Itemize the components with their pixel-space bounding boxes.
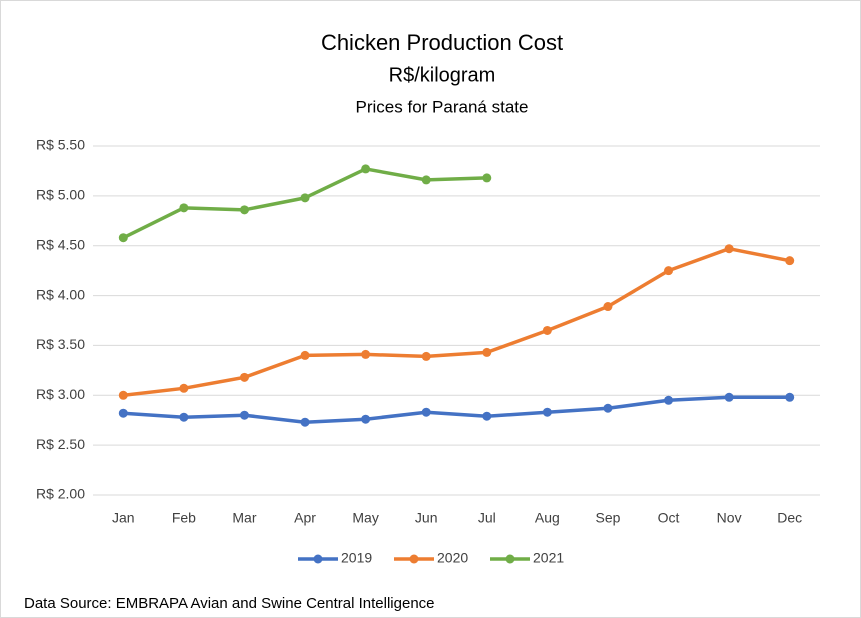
x-tick-label: Sep (595, 510, 620, 526)
data-point (179, 412, 189, 422)
data-point (179, 383, 189, 393)
y-tick-label: R$ 2.00 (36, 486, 85, 502)
x-tick-label: Jun (415, 510, 438, 526)
x-tick-label: Nov (717, 510, 742, 526)
data-point (361, 349, 371, 359)
x-tick-label: Feb (172, 510, 196, 526)
data-point (724, 392, 734, 402)
data-point (785, 392, 795, 402)
x-tick-label: Jul (478, 510, 496, 526)
data-point (239, 410, 249, 420)
data-point (300, 417, 310, 427)
data-point (361, 164, 371, 174)
y-tick-label: R$ 5.50 (36, 137, 85, 153)
data-point (239, 205, 249, 215)
y-tick-label: R$ 4.00 (36, 286, 85, 302)
data-point (421, 407, 431, 417)
data-point (603, 302, 613, 312)
y-tick-label: R$ 5.00 (36, 187, 85, 203)
data-point (542, 407, 552, 417)
x-tick-label: Aug (535, 510, 560, 526)
legend-marker (505, 554, 515, 564)
data-point (300, 350, 310, 360)
data-point (482, 347, 492, 357)
x-tick-label: Oct (658, 510, 680, 526)
legend-label: 2019 (341, 550, 372, 566)
data-point (542, 325, 552, 335)
data-point (664, 266, 674, 276)
data-point (482, 173, 492, 183)
x-tick-label: May (352, 510, 378, 526)
data-point (421, 351, 431, 361)
series-line (123, 246, 791, 398)
chart-title: Chicken Production Cost (321, 30, 563, 55)
x-tick-label: Jan (112, 510, 135, 526)
x-tick-label: Dec (777, 510, 802, 526)
x-tick-label: Mar (232, 510, 256, 526)
data-point (361, 414, 371, 424)
data-point (421, 175, 431, 185)
data-point (603, 403, 613, 413)
chart-subtitle: Prices for Paraná state (356, 97, 529, 116)
data-point (118, 390, 128, 400)
data-point (300, 193, 310, 203)
legend-label: 2020 (437, 550, 468, 566)
data-point (724, 244, 734, 254)
series-line (123, 395, 790, 424)
legend-marker (409, 554, 419, 564)
data-point (118, 408, 128, 418)
legend-marker (313, 554, 323, 564)
y-tick-label: R$ 4.50 (36, 236, 85, 252)
legend-label: 2021 (533, 550, 564, 566)
data-point (785, 256, 795, 266)
source-note: Data Source: EMBRAPA Avian and Swine Cen… (24, 595, 435, 612)
data-point (239, 372, 249, 382)
data-point (179, 203, 189, 213)
data-point (664, 395, 674, 405)
data-point (118, 233, 128, 243)
chart-subtitle: R$/kilogram (389, 64, 496, 86)
y-tick-label: R$ 2.50 (36, 436, 85, 452)
y-tick-label: R$ 3.00 (36, 386, 85, 402)
y-tick-label: R$ 3.50 (36, 336, 85, 352)
data-point (482, 411, 492, 421)
x-tick-label: Apr (294, 510, 316, 526)
